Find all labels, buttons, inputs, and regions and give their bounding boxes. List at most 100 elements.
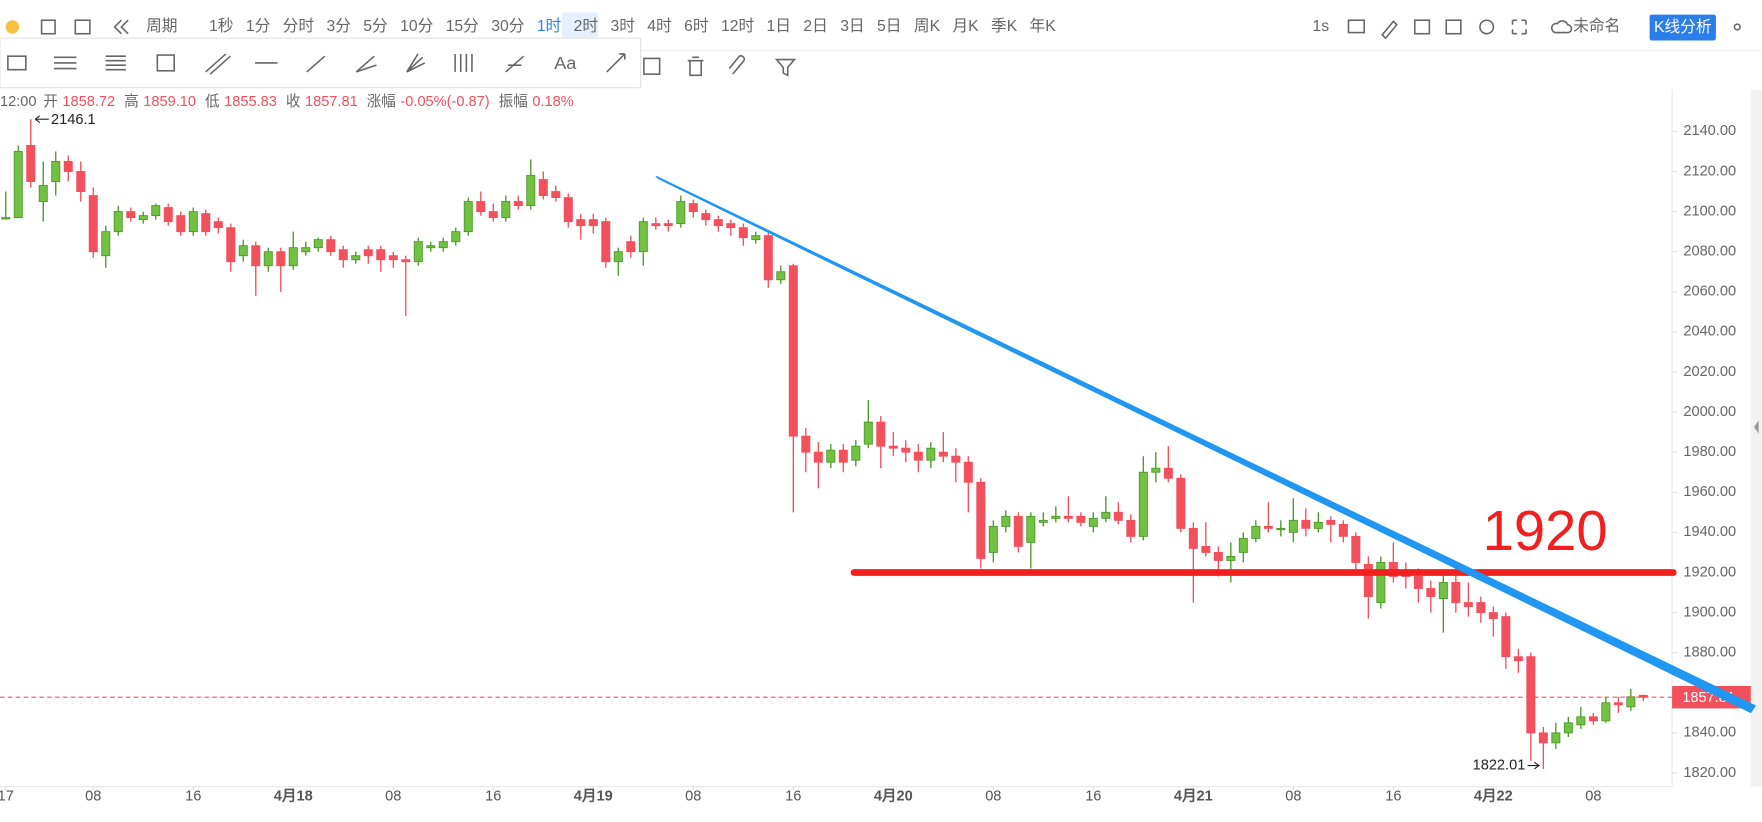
candle-body xyxy=(238,245,248,257)
period-option[interactable]: 1日 xyxy=(767,18,791,35)
info-label: 高 xyxy=(124,93,139,110)
candle-body xyxy=(1013,515,1023,547)
filter-tool[interactable] xyxy=(774,58,797,77)
x-tick-label: 4月22 xyxy=(1474,788,1513,805)
x-tick-label: 17 xyxy=(0,789,14,805)
info-value: 1855.83 xyxy=(224,94,277,110)
measure-tool[interactable] xyxy=(156,54,175,72)
candle-body xyxy=(1538,732,1548,744)
camera-icon[interactable] xyxy=(1347,19,1365,34)
candle-body xyxy=(1026,515,1036,543)
period-option[interactable]: 4时 xyxy=(647,17,672,35)
candle-body xyxy=(413,241,423,263)
speed[interactable]: 1s xyxy=(1313,18,1330,35)
period-option[interactable]: 30分 xyxy=(491,17,524,35)
y-tick-label: 2080.00 xyxy=(1683,244,1736,260)
info-time: 12:00 xyxy=(0,94,37,110)
candle-body xyxy=(1201,545,1211,553)
channel-tool[interactable] xyxy=(53,56,77,70)
cycle-tool[interactable] xyxy=(454,53,473,72)
candle-body xyxy=(1251,525,1261,539)
candle-body xyxy=(1413,576,1423,589)
candle-body xyxy=(76,171,86,192)
template-icon[interactable] xyxy=(1445,19,1462,35)
candle-body xyxy=(1626,696,1636,708)
magnet-tool[interactable] xyxy=(728,55,746,75)
info-label: 收 xyxy=(286,93,301,110)
candle-body xyxy=(451,231,461,243)
candle-body xyxy=(551,191,561,199)
info-value: -0.05%(-0.87) xyxy=(400,94,489,110)
draw-icon[interactable] xyxy=(1381,20,1398,40)
period-option[interactable]: 12时 xyxy=(721,17,754,35)
candle-body xyxy=(1563,722,1573,734)
candle-body xyxy=(1513,656,1523,662)
settings-icon[interactable] xyxy=(1479,19,1495,35)
rect-tool[interactable] xyxy=(7,55,27,71)
candle-body xyxy=(38,185,48,203)
period-label[interactable]: 周期 xyxy=(146,17,177,35)
x-tick-label: 4月19 xyxy=(574,788,613,805)
candle-body xyxy=(1551,732,1561,744)
period-option[interactable]: 1分 xyxy=(246,17,271,35)
candle-body xyxy=(988,525,998,553)
period-option[interactable]: 5日 xyxy=(877,18,901,35)
candle-body xyxy=(526,175,536,207)
trend-tool[interactable] xyxy=(306,55,326,73)
text-tool[interactable]: Aa xyxy=(554,53,576,73)
period-option[interactable]: 6时 xyxy=(684,17,709,35)
share-icon[interactable] xyxy=(1733,23,1741,31)
period-option[interactable]: 分时 xyxy=(283,17,315,35)
window-icon[interactable] xyxy=(1413,19,1431,35)
period-option[interactable]: 2时 xyxy=(574,17,599,35)
parallel-tool[interactable] xyxy=(205,53,231,75)
candle-body xyxy=(1063,515,1073,519)
period-option[interactable]: 周K xyxy=(914,18,941,35)
candle-body xyxy=(438,241,448,249)
pitch-tool[interactable] xyxy=(505,55,525,73)
period-option[interactable]: 1秒 xyxy=(209,17,233,35)
arrow-tool[interactable] xyxy=(606,53,626,73)
candle-body xyxy=(938,451,948,457)
period-option[interactable]: 月K xyxy=(952,18,979,35)
fan-tool[interactable] xyxy=(406,53,426,73)
delete-tool[interactable] xyxy=(687,56,704,77)
candle-body xyxy=(963,461,973,483)
y-tick-label: 2040.00 xyxy=(1683,324,1736,340)
period-option[interactable]: 1时 xyxy=(537,17,562,35)
analysis-button-bg[interactable] xyxy=(1649,14,1716,41)
analysis-button[interactable]: K线分析 xyxy=(1654,18,1712,36)
candle-body xyxy=(126,211,136,219)
x-tick-label: 4月18 xyxy=(274,788,313,805)
candle-body xyxy=(913,451,923,461)
period-option[interactable]: 3时 xyxy=(610,17,635,35)
y-tick-label: 2000.00 xyxy=(1683,404,1736,420)
period-option[interactable]: 3日 xyxy=(840,18,864,35)
candle-body xyxy=(313,239,323,249)
candle-body xyxy=(776,271,786,281)
period-option[interactable]: 季K xyxy=(991,17,1018,35)
side-toggle[interactable] xyxy=(1754,420,1759,434)
period-option[interactable]: 3分 xyxy=(326,17,351,35)
candle-body xyxy=(251,245,261,267)
y-tick-label: 2140.00 xyxy=(1683,123,1736,139)
candle-body xyxy=(1113,511,1123,521)
note-tool[interactable] xyxy=(643,57,661,75)
period-option[interactable]: 10分 xyxy=(400,17,433,35)
angle-tool[interactable] xyxy=(355,55,377,73)
period-option[interactable]: 15分 xyxy=(446,17,479,35)
period-option[interactable]: 年K xyxy=(1030,17,1057,35)
candle-body xyxy=(588,219,598,227)
fullscreen-icon[interactable] xyxy=(1511,19,1527,35)
layout-name[interactable]: 未命名 xyxy=(1573,17,1620,35)
fib-tool[interactable] xyxy=(105,55,126,71)
period-option[interactable]: 2日 xyxy=(803,18,827,35)
candle-body xyxy=(688,203,698,213)
period-option[interactable]: 5分 xyxy=(363,17,388,35)
low-marker: 1822.01 xyxy=(1473,757,1526,773)
replay-icon[interactable] xyxy=(113,19,129,35)
info-value: 1857.81 xyxy=(305,94,358,110)
x-tick-label: 16 xyxy=(485,789,501,805)
candle-body xyxy=(1076,515,1086,523)
